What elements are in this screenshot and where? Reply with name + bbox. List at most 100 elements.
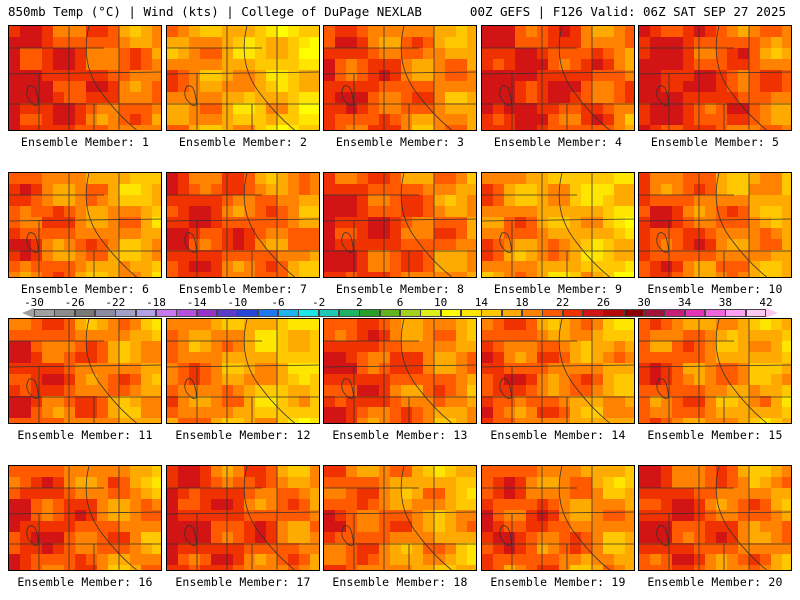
temperature-cell	[152, 532, 161, 544]
temperature-cell	[53, 48, 65, 60]
temperature-cell	[504, 521, 516, 533]
temperature-cell	[694, 37, 706, 49]
temperature-cell	[639, 499, 651, 511]
temperature-cell	[346, 499, 358, 511]
colorbar-tick-label: 10	[434, 296, 448, 309]
ensemble-member-map	[481, 25, 635, 131]
temperature-cell	[672, 37, 684, 49]
temperature-cell	[526, 250, 538, 262]
temperature-cell	[20, 352, 32, 364]
temperature-cell	[75, 466, 87, 478]
temperature-cell	[178, 396, 190, 408]
temperature-cell	[222, 261, 234, 273]
temperature-cell	[324, 330, 336, 342]
temperature-cell	[705, 239, 717, 251]
temperature-cell	[683, 319, 695, 331]
temperature-cell	[211, 330, 223, 342]
temperature-cell	[64, 407, 76, 419]
temperature-cell	[141, 466, 153, 478]
temperature-cell	[456, 228, 468, 240]
temperature-cell	[233, 184, 245, 196]
state-boundary	[341, 378, 354, 400]
temperature-cell	[141, 554, 153, 566]
temperature-cell	[288, 103, 300, 115]
temperature-cell	[178, 510, 190, 522]
temperature-cell	[650, 319, 662, 331]
temperature-cell	[200, 363, 212, 375]
ensemble-member-map	[323, 25, 477, 131]
temperature-cell	[515, 477, 527, 489]
temperature-cell	[727, 565, 739, 570]
temperature-cell	[614, 407, 626, 419]
temperature-cell	[423, 363, 435, 375]
temperature-cell	[211, 59, 223, 71]
temperature-cell	[141, 70, 153, 82]
temperature-cell	[423, 418, 435, 423]
temperature-cell	[548, 554, 560, 566]
colorbar-swatch	[420, 309, 442, 317]
temperature-cell	[346, 228, 358, 240]
temperature-cell	[749, 70, 761, 82]
temperature-cell	[749, 81, 761, 93]
temperature-cell	[9, 250, 21, 262]
temperature-cell	[310, 48, 319, 60]
temperature-cell	[86, 26, 98, 38]
temperature-cell	[456, 195, 468, 207]
temperature-cell	[548, 206, 560, 218]
temperature-cell	[233, 114, 245, 126]
temperature-cell	[434, 385, 446, 397]
temperature-cell	[189, 554, 201, 566]
temperature-cell	[581, 103, 593, 115]
temperature-cell	[760, 352, 772, 364]
temperature-cell	[211, 173, 223, 185]
temperature-cell	[86, 239, 98, 251]
temperature-cell	[152, 81, 161, 93]
temperature-cell	[526, 26, 538, 38]
temperature-cell	[570, 319, 582, 331]
temperature-cell	[683, 330, 695, 342]
temperature-cell	[130, 363, 142, 375]
temperature-cell	[401, 184, 413, 196]
state-boundary	[656, 525, 669, 547]
temperature-cell	[324, 543, 336, 555]
temperature-cell	[445, 114, 457, 126]
state-boundary	[341, 525, 354, 547]
temperature-cell	[211, 532, 223, 544]
temperature-cell	[738, 272, 750, 277]
temperature-cell	[738, 477, 750, 489]
temperature-cell	[335, 26, 347, 38]
temperature-cell	[592, 319, 604, 331]
temperature-cell	[456, 499, 468, 511]
temperature-cell	[152, 26, 161, 38]
ensemble-member-map	[8, 318, 162, 424]
temperature-cell	[482, 341, 494, 353]
temperature-cell	[782, 510, 791, 522]
temperature-cell	[650, 565, 662, 570]
temperature-cell	[42, 184, 54, 196]
temperature-cell	[456, 206, 468, 218]
temperature-cell	[603, 319, 615, 331]
temperature-cell	[9, 70, 21, 82]
temperature-cell	[75, 70, 87, 82]
temperature-cell	[412, 217, 424, 229]
temperature-cell	[368, 26, 380, 38]
temperature-cell	[222, 81, 234, 93]
temperature-cell	[705, 217, 717, 229]
temperature-cell	[592, 81, 604, 93]
temperature-cell	[423, 239, 435, 251]
temperature-cell	[42, 239, 54, 251]
temperature-cell	[592, 510, 604, 522]
temperature-cell	[277, 565, 289, 570]
temperature-cell	[625, 374, 634, 386]
temperature-cell	[771, 488, 783, 500]
temperature-cell	[672, 48, 684, 60]
temperature-cell	[581, 352, 593, 364]
temperature-cell	[390, 396, 402, 408]
temperature-cell	[515, 37, 527, 49]
temperature-cell	[108, 543, 120, 555]
temperature-cell	[504, 125, 516, 130]
temperature-cell	[694, 125, 706, 130]
temperature-cell	[255, 92, 267, 104]
temperature-cell	[434, 48, 446, 60]
temperature-cell	[445, 70, 457, 82]
